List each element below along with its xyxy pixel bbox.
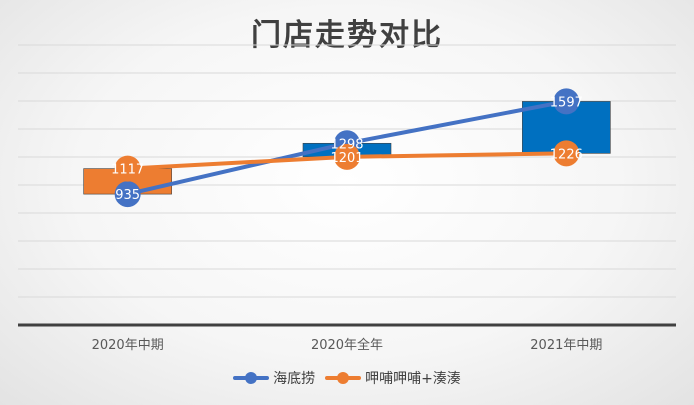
data-label-series-1: 1226 <box>550 147 583 162</box>
data-label-series-0: 1597 <box>550 95 583 110</box>
legend-item-series-1: 呷哺呷哺+湊湊 <box>325 368 461 388</box>
data-label-series-0: 1298 <box>330 137 363 152</box>
legend-swatch-series-1 <box>325 372 362 384</box>
data-point-series-0 <box>114 181 141 208</box>
data-label-series-1: 1201 <box>330 151 363 166</box>
data-point-series-0 <box>553 88 580 115</box>
legend-item-series-0: 海底捞 <box>233 368 315 388</box>
data-label-series-0: 935 <box>115 188 140 203</box>
legend-label-series-0: 海底捞 <box>273 371 316 387</box>
data-point-series-1 <box>334 143 360 170</box>
chart-title: 门店走势对比 <box>251 18 443 53</box>
data-point-series-1 <box>114 155 141 182</box>
x-tick-label: 2020年中期 <box>92 338 164 353</box>
x-tick-label: 2021年中期 <box>530 338 602 353</box>
legend-label-series-1: 呷哺呷哺+湊湊 <box>365 371 461 387</box>
x-tick-label: 2020年全年 <box>311 337 383 353</box>
legend: 海底捞 呷哺呷哺+湊湊 <box>0 368 694 388</box>
data-point-series-1 <box>553 140 580 167</box>
legend-swatch-series-0 <box>233 372 270 384</box>
data-label-series-1: 1117 <box>111 163 144 178</box>
